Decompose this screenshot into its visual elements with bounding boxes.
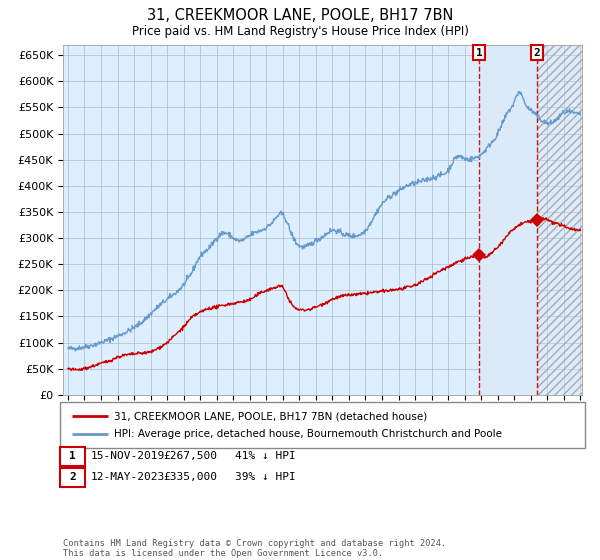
Text: HPI: Average price, detached house, Bournemouth Christchurch and Poole: HPI: Average price, detached house, Bour…	[114, 429, 502, 439]
Text: Price paid vs. HM Land Registry's House Price Index (HPI): Price paid vs. HM Land Registry's House …	[131, 25, 469, 38]
Text: 1: 1	[476, 48, 482, 58]
Bar	[537, 45, 582, 395]
Text: 31, CREEKMOOR LANE, POOLE, BH17 7BN (detached house): 31, CREEKMOOR LANE, POOLE, BH17 7BN (det…	[114, 411, 427, 421]
Text: 15-NOV-2019: 15-NOV-2019	[91, 451, 166, 461]
Text: Contains HM Land Registry data © Crown copyright and database right 2024.
This d: Contains HM Land Registry data © Crown c…	[63, 539, 446, 558]
Text: 1: 1	[69, 451, 76, 461]
Text: 2: 2	[533, 48, 540, 58]
Bar	[479, 45, 537, 395]
Text: 31, CREEKMOOR LANE, POOLE, BH17 7BN: 31, CREEKMOOR LANE, POOLE, BH17 7BN	[147, 8, 453, 24]
Bar	[537, 45, 582, 395]
Text: 39% ↓ HPI: 39% ↓ HPI	[235, 472, 296, 482]
Text: 12-MAY-2023: 12-MAY-2023	[91, 472, 166, 482]
Text: £335,000: £335,000	[163, 472, 217, 482]
Text: £267,500: £267,500	[163, 451, 217, 461]
Text: 41% ↓ HPI: 41% ↓ HPI	[235, 451, 296, 461]
Text: 2: 2	[69, 472, 76, 482]
